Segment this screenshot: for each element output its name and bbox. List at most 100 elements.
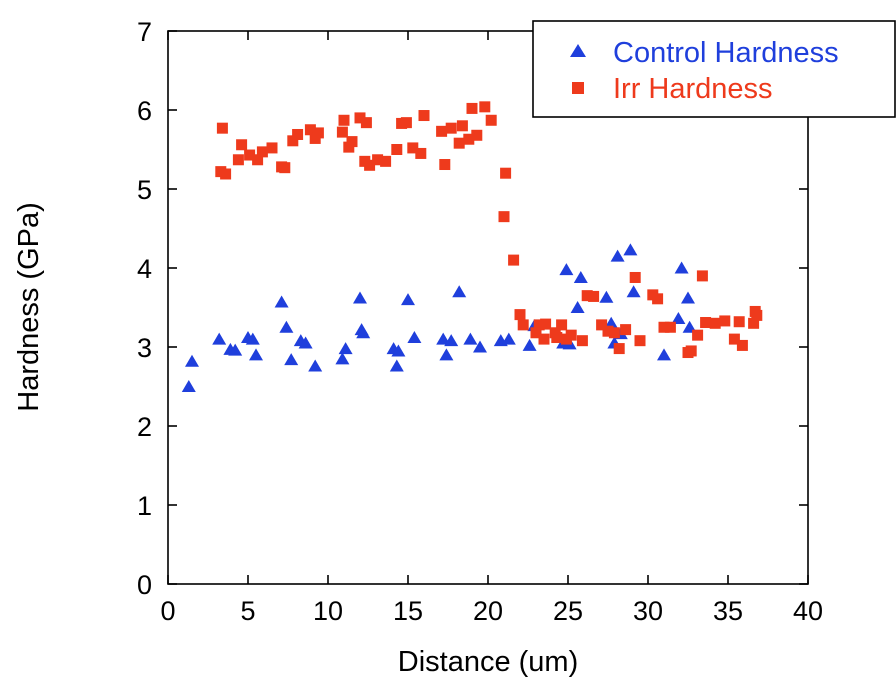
irr-hardness-point xyxy=(613,343,625,355)
control-hardness-point xyxy=(452,285,467,298)
series-1 xyxy=(215,101,763,359)
control-hardness-point xyxy=(681,291,695,304)
irr-hardness-point xyxy=(439,159,451,171)
irr-hardness-point xyxy=(380,155,392,167)
irr-hardness-point xyxy=(748,317,760,329)
irr-hardness-point xyxy=(391,144,403,155)
irr-hardness-point xyxy=(685,345,697,357)
legend-box xyxy=(532,20,896,118)
control-hardness-point xyxy=(284,353,299,366)
irr-hardness-point xyxy=(360,117,372,129)
irr-hardness-point xyxy=(498,211,510,223)
control-hardness-point xyxy=(181,380,196,392)
control-hardness-point xyxy=(626,285,641,298)
x-axis-title: Distance (um) xyxy=(398,646,579,678)
control-hardness-point xyxy=(674,261,689,274)
control-hardness-point xyxy=(444,334,459,347)
control-hardness-point xyxy=(623,243,638,256)
irr-hardness-point xyxy=(634,335,646,347)
irr-hardness-point xyxy=(336,126,348,138)
control-hardness-point xyxy=(439,348,454,361)
control-hardness-point xyxy=(599,290,614,303)
control-hardness-point xyxy=(338,342,353,355)
irr-hardness-point xyxy=(588,290,600,302)
irr-hardness-point xyxy=(538,333,550,345)
irr-hardness-point xyxy=(733,316,745,328)
control-hardness-point xyxy=(335,352,350,365)
control-hardness-point xyxy=(274,295,289,308)
irr-hardness-point xyxy=(364,159,376,171)
control-hardness-point xyxy=(573,270,588,283)
irr-hardness-point xyxy=(565,329,577,341)
control-hardness-point xyxy=(249,348,263,361)
irr-hardness-point xyxy=(216,122,228,134)
irr-hardness-point xyxy=(338,114,350,126)
control-hardness-point xyxy=(391,344,406,357)
irr-hardness-point xyxy=(658,321,670,333)
irr-hardness-point xyxy=(220,168,232,180)
irr-hardness-point xyxy=(514,309,526,321)
irr-hardness-point xyxy=(479,101,491,113)
y-tick-label: 1 xyxy=(137,491,152,521)
irr-hardness-point xyxy=(664,321,676,333)
irr-hardness-point xyxy=(533,319,545,331)
y-axis-title: Hardness (GPa) xyxy=(13,202,45,412)
irr-hardness-point xyxy=(581,290,593,302)
irr-hardness-point xyxy=(463,133,475,145)
irr-hardness-point xyxy=(372,154,384,166)
legend-label-control: Control Hardness xyxy=(613,37,839,69)
x-tick-label: 10 xyxy=(313,596,343,626)
irr-hardness-point xyxy=(279,162,291,174)
control-hardness-point xyxy=(389,359,404,372)
x-tick-label: 0 xyxy=(160,596,175,626)
x-tick-label: 40 xyxy=(793,596,823,626)
x-tick-label: 25 xyxy=(553,596,583,626)
control-hardness-point xyxy=(212,332,227,345)
control-hardness-point xyxy=(308,359,323,372)
irr-hardness-point xyxy=(602,325,614,337)
control-hardness-point xyxy=(228,343,243,356)
irr-hardness-point xyxy=(620,324,632,336)
y-tick-label: 5 xyxy=(137,175,152,205)
irr-hardness-point xyxy=(629,271,641,283)
irr-hardness-point xyxy=(751,309,763,321)
control-hardness-point xyxy=(245,332,260,345)
control-hardness-point xyxy=(279,320,294,333)
irr-hardness-point xyxy=(343,141,355,153)
irr-hardness-point xyxy=(418,110,430,122)
x-tick-label: 15 xyxy=(393,596,423,626)
irr-hardness-point xyxy=(530,327,542,339)
y-tick-label: 0 xyxy=(137,570,152,600)
x-tick-label: 5 xyxy=(240,596,255,626)
irr-hardness-point xyxy=(551,332,563,344)
irr-hardness-point xyxy=(696,270,708,282)
legend-marker-irr xyxy=(572,82,584,94)
control-hardness-point xyxy=(353,291,367,304)
irr-hardness-point xyxy=(252,154,264,166)
series-0 xyxy=(181,243,697,392)
control-hardness-point xyxy=(559,263,574,276)
irr-hardness-point xyxy=(256,146,268,158)
irr-hardness-point xyxy=(232,154,244,166)
control-hardness-point xyxy=(671,312,686,325)
control-hardness-point xyxy=(570,301,585,313)
x-tick-label: 20 xyxy=(473,596,503,626)
irr-hardness-point xyxy=(652,293,664,305)
irr-hardness-point xyxy=(471,129,483,141)
control-hardness-point xyxy=(501,332,516,345)
irr-hardness-point xyxy=(292,128,304,140)
control-hardness-point xyxy=(407,331,422,344)
control-hardness-point xyxy=(298,336,313,349)
irr-hardness-point xyxy=(266,142,278,154)
irr-hardness-point xyxy=(517,319,529,331)
irr-hardness-point xyxy=(407,142,419,154)
irr-hardness-point xyxy=(556,319,568,331)
irr-hardness-point xyxy=(576,335,588,347)
legend: Control Hardness Irr Hardness xyxy=(532,20,896,118)
control-hardness-point xyxy=(473,340,487,353)
irr-hardness-point xyxy=(244,149,256,161)
x-tick-label: 35 xyxy=(713,596,743,626)
irr-hardness-point xyxy=(736,339,748,351)
irr-hardness-point xyxy=(400,117,412,129)
